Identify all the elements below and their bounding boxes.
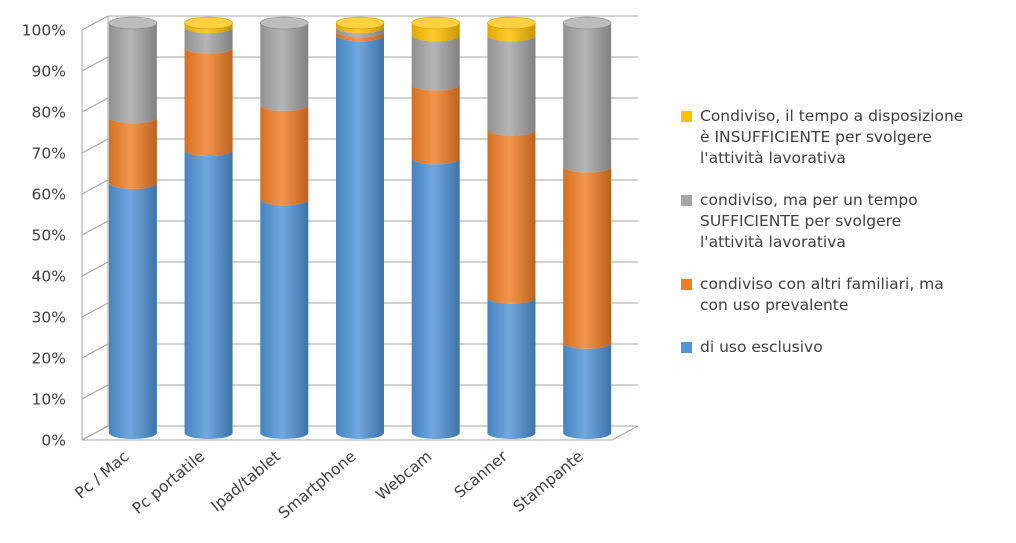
- bar-segment: [336, 23, 384, 34]
- y-tick-label: 80%: [32, 104, 66, 122]
- y-tick-label: 50%: [32, 227, 66, 245]
- bar-segment: [411, 158, 460, 440]
- chart-floor: [81, 425, 639, 441]
- x-tick-label: Ipad/tablet: [208, 447, 284, 515]
- bar-stack: [487, 16, 536, 440]
- side-wall-gridline: [81, 179, 109, 195]
- side-wall-gridline: [81, 97, 109, 113]
- bars: [108, 16, 612, 440]
- y-tick-label: 70%: [32, 145, 66, 163]
- bar-segment: [487, 129, 536, 304]
- bar-segment: [336, 31, 384, 42]
- bar-segment: [563, 23, 612, 173]
- y-tick-label: 20%: [32, 350, 66, 368]
- bar-cap: [411, 16, 461, 30]
- legend-label: di uso esclusivo: [700, 338, 823, 356]
- x-tick-label: Smartphone: [275, 447, 360, 522]
- bar-segment: [336, 27, 384, 38]
- side-wall-gridline: [81, 302, 109, 318]
- legend-swatch: [681, 342, 692, 353]
- y-tick-label: 60%: [32, 186, 66, 204]
- legend-label: condiviso con altri familiari, ma con us…: [700, 275, 944, 314]
- x-tick-label: Stampante: [510, 447, 587, 516]
- side-wall-gridline: [81, 343, 109, 359]
- bar-segment: [411, 23, 460, 42]
- bar-cap: [108, 16, 158, 30]
- y-tick-label: 0%: [41, 432, 66, 450]
- bar-segment: [487, 35, 536, 136]
- side-wall-gridline: [81, 138, 109, 154]
- bar-cap: [335, 16, 385, 30]
- bar-segment: [184, 23, 233, 34]
- legend-item: Condiviso, il tempo a disposizione è INS…: [680, 106, 1010, 169]
- y-tick-label: 90%: [32, 63, 66, 81]
- legend-swatch: [681, 279, 692, 290]
- bar-segment: [563, 342, 612, 440]
- y-tick-label: 10%: [32, 391, 66, 409]
- bar-segment: [108, 182, 157, 439]
- bar-cap: [562, 16, 612, 30]
- bar-segment: [184, 150, 233, 440]
- legend-item: condiviso con altri familiari, ma con us…: [680, 274, 1010, 316]
- x-tick-label: Scanner: [451, 447, 512, 502]
- legend-label: Condiviso, il tempo a disposizione è INS…: [700, 107, 964, 167]
- bar-segment: [487, 297, 536, 440]
- bar-segment: [184, 47, 233, 157]
- bar-segment: [411, 84, 460, 165]
- side-wall-gridline: [81, 56, 109, 72]
- y-axis: 0% 10% 20% 30% 40% 50% 60% 70% 80% 90% 100%: [22, 22, 66, 450]
- bar-cap: [259, 16, 309, 30]
- side-wall-gridline: [81, 15, 109, 31]
- bar-cap: [184, 16, 233, 30]
- side-wall-gridline: [81, 384, 109, 400]
- side-wall-gridline: [81, 220, 109, 236]
- bar-stack: [184, 16, 233, 440]
- legend: Condiviso, il tempo a disposizione è INS…: [680, 106, 1010, 379]
- bar-segment: [563, 166, 612, 349]
- y-tick-label: 40%: [32, 268, 66, 286]
- bar-segment: [260, 23, 309, 111]
- bar-segment: [108, 117, 157, 189]
- x-tick-label: Pc / Mac: [72, 447, 133, 502]
- bar-stack: [108, 16, 158, 439]
- bar-segment: [260, 199, 309, 440]
- bar-segment: [487, 23, 536, 42]
- bar-stack: [335, 16, 385, 440]
- bar-segment: [260, 105, 309, 206]
- bar-segment: [184, 27, 233, 54]
- bar-stack: [562, 16, 612, 440]
- legend-item: di uso esclusivo: [680, 337, 1010, 358]
- legend-item: condiviso, ma per un tempo SUFFICIENTE p…: [680, 190, 1010, 253]
- bar-stack: [259, 16, 309, 440]
- bar-segment: [336, 35, 384, 440]
- legend-label: condiviso, ma per un tempo SUFFICIENTE p…: [700, 191, 918, 251]
- legend-swatch: [681, 195, 692, 206]
- y-tick-label: 30%: [32, 309, 66, 327]
- y-tick-label: 100%: [22, 22, 66, 40]
- bar-segment: [108, 23, 157, 124]
- bar-stack: [411, 16, 461, 440]
- x-tick-label: Webcam: [372, 447, 435, 504]
- bar-segment: [411, 35, 460, 91]
- side-wall-gridline: [81, 261, 109, 277]
- bar-cap: [487, 16, 536, 30]
- x-tick-label: Pc portatile: [129, 447, 208, 518]
- legend-swatch: [681, 111, 692, 122]
